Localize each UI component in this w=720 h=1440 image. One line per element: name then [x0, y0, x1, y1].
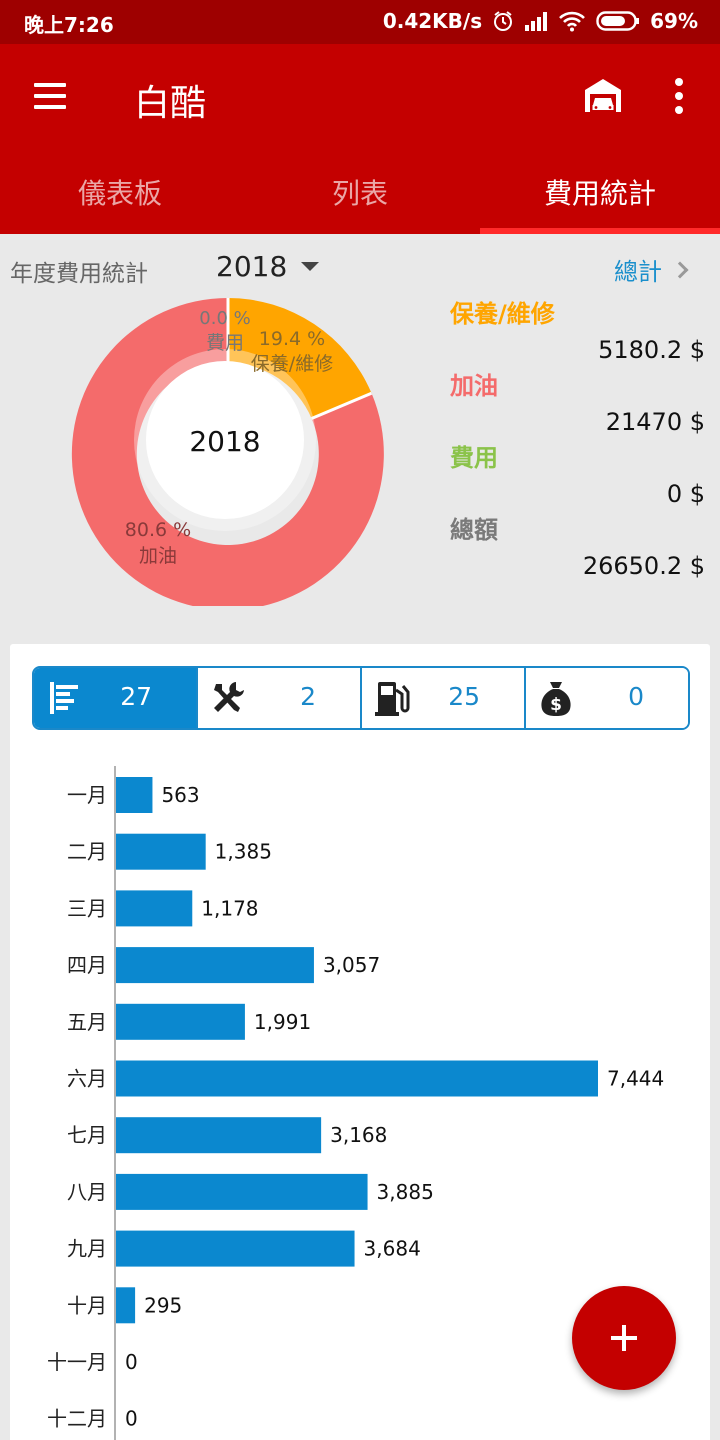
bar-category-label: 三月 [67, 896, 107, 920]
monthly-bar-chart: 一月 563 二月 1,385 三月 1,178 四月 3,057 五月 1,991 六月 7,444… [47, 766, 664, 1440]
slice-label-percent-fuel: 80.6 % [125, 519, 191, 541]
tab-expense-statistics[interactable]: 費用統計 [480, 162, 720, 234]
record-filter-group: 27 2 25 $ 0 [32, 666, 690, 730]
plus-icon [611, 1325, 637, 1351]
bar-month[interactable] [116, 777, 153, 813]
status-right: 0.42KB/s 69% [383, 9, 698, 33]
filter-maintenance-count: 2 [300, 682, 316, 711]
bar-value-label: 3,684 [364, 1237, 421, 1261]
bar-value-label: 0 [125, 1350, 138, 1374]
chevron-right-icon [671, 261, 689, 278]
bar-value-label: 3,885 [377, 1180, 434, 1204]
bar-value-label: 1,385 [215, 840, 272, 864]
donut-slice-fuel[interactable] [71, 297, 384, 610]
bar-month[interactable] [116, 833, 206, 870]
tab-bar: 儀表板 列表 費用統計 [0, 162, 720, 234]
bar-month[interactable] [116, 947, 314, 984]
expense-donut-chart: 2018 0.0 % 費用 19.4 % 保養/維修 80.6 % 加油 [60, 290, 390, 610]
bar-value-label: 7,444 [607, 1067, 664, 1091]
bar-category-label: 八月 [67, 1180, 107, 1204]
bar-value-label: 0 [125, 1407, 138, 1431]
total-link[interactable]: 總計 [614, 252, 689, 287]
add-record-button[interactable] [572, 1286, 676, 1390]
filter-maintenance[interactable]: 2 [196, 668, 360, 728]
list-icon [50, 682, 78, 714]
bar-month[interactable] [116, 1173, 368, 1210]
legend-label-expense: 費用 [450, 444, 498, 472]
filter-all-count: 27 [120, 682, 152, 711]
summary-label: 年度費用統計 [10, 261, 148, 287]
bar-category-label: 十一月 [47, 1350, 107, 1374]
bar-category-label: 十二月 [47, 1407, 107, 1431]
wifi-icon [558, 10, 586, 32]
signal-icon [524, 11, 548, 31]
bar-month[interactable] [116, 890, 193, 927]
bar-month[interactable] [116, 1287, 136, 1324]
status-time: 晚上7:26 [24, 13, 114, 37]
filter-expense-count: 0 [628, 682, 644, 711]
legend-label-total: 總額 [450, 516, 498, 544]
bar-category-label: 五月 [67, 1010, 107, 1034]
legend-value-fuel: 21470 $ [605, 408, 705, 436]
legend-value-maintenance: 5180.2 $ [598, 336, 705, 364]
tab-dashboard[interactable]: 儀表板 [77, 177, 162, 210]
bar-category-label: 九月 [67, 1237, 107, 1261]
network-speed: 0.42KB/s [382, 9, 483, 33]
app-title: 白酷 [134, 83, 207, 124]
legend-value-total: 26650.2 $ [582, 552, 705, 580]
slice-label-name-fuel: 加油 [139, 545, 177, 567]
slice-label-percent-maintenance: 19.4 % [259, 328, 325, 350]
bar-category-label: 四月 [67, 953, 107, 977]
fuel-pump-icon [375, 682, 410, 716]
bar-category-label: 二月 [67, 840, 107, 864]
bar-value-label: 1,178 [201, 896, 258, 920]
menu-icon[interactable] [30, 78, 70, 114]
slice-label-percent-expense: 0.0 % [199, 308, 250, 329]
summary-header: 年度費用統計 2018 總計 [0, 236, 720, 296]
bar-month[interactable] [116, 1003, 245, 1040]
money-bag-icon: $ [541, 682, 571, 716]
bar-category-label: 七月 [67, 1123, 107, 1147]
battery-icon [596, 10, 640, 32]
filter-fuel-count: 25 [448, 682, 480, 711]
total-link-label: 總計 [614, 258, 662, 286]
filter-all[interactable]: 27 [34, 668, 196, 728]
bar-category-label: 六月 [67, 1067, 107, 1091]
year-value: 2018 [216, 250, 288, 283]
alarm-icon [492, 10, 514, 32]
bar-category-label: 一月 [67, 783, 107, 807]
bar-value-label: 295 [144, 1293, 182, 1317]
svg-text:$: $ [550, 695, 562, 715]
garage-icon[interactable] [582, 74, 624, 116]
tools-icon [214, 682, 244, 712]
donut-center [146, 361, 304, 519]
expense-legend: 保養/維修 5180.2 $ 加油 21470 $ 費用 0 $ 總額 2665… [450, 296, 705, 584]
bar-value-label: 1,991 [254, 1010, 311, 1034]
slice-label-name-maintenance: 保養/維修 [251, 353, 333, 375]
battery-percent: 69% [650, 9, 698, 33]
donut-slice-maintenance[interactable] [228, 298, 372, 419]
bar-month[interactable] [116, 1117, 322, 1154]
filter-expense[interactable]: $ 0 [524, 668, 688, 728]
legend-label-fuel: 加油 [450, 372, 498, 400]
bar-category-label: 十月 [67, 1293, 107, 1317]
filter-fuel[interactable]: 25 [360, 668, 524, 728]
legend-value-expense: 0 $ [666, 480, 705, 508]
dropdown-caret-icon [301, 262, 320, 271]
bar-month[interactable] [116, 1060, 598, 1097]
year-dropdown[interactable]: 2018 [216, 250, 320, 283]
slice-label-name-expense: 費用 [206, 332, 244, 354]
bar-value-label: 3,057 [323, 953, 380, 977]
status-bar: 晚上7:26 0.42KB/s 69% [0, 0, 720, 44]
bar-value-label: 563 [161, 783, 199, 807]
donut-center-label: 2018 [189, 425, 260, 458]
bar-month[interactable] [116, 1230, 355, 1267]
more-vert-icon[interactable] [666, 76, 692, 116]
app-bar: 白酷 儀表板 列表 費用統計 [0, 44, 720, 234]
bar-value-label: 3,168 [330, 1123, 387, 1147]
legend-label-maintenance: 保養/維修 [450, 300, 555, 328]
tab-list[interactable]: 列表 [331, 177, 388, 210]
